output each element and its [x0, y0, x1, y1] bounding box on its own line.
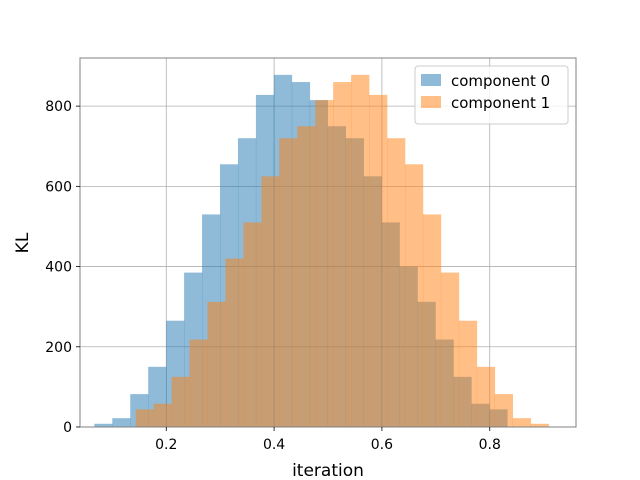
histogram-bar-series-1 [512, 418, 531, 427]
legend-label: component 1 [451, 94, 550, 112]
histogram-bar-series-1 [261, 176, 280, 427]
y-axis-ticks: 0 200 400 600 800 [45, 99, 80, 436]
histogram-bar-series-1 [207, 301, 226, 427]
legend: component 0 component 1 [414, 65, 569, 125]
legend-swatch [421, 96, 441, 108]
plot-frame [79, 57, 577, 428]
histogram-bar-series-1 [369, 94, 388, 428]
legend-swatch [421, 74, 441, 86]
histogram-bar-series-1 [458, 320, 478, 427]
histogram-bar-series-1 [530, 423, 549, 427]
x-tick-label: 0.2 [155, 437, 177, 453]
histogram-bar-series-1 [243, 222, 262, 427]
histogram-bar-series-1 [315, 100, 334, 427]
histogram-bar-series-1 [476, 366, 496, 427]
histogram-bar-series-1 [387, 138, 406, 427]
y-axis-label: KL [13, 232, 33, 253]
histogram-bar-series-1 [494, 394, 514, 427]
histogram-bar-series-1 [297, 126, 316, 427]
y-tick-label: 600 [45, 179, 72, 195]
histogram-bar-series-1 [153, 403, 172, 427]
y-tick-label: 800 [45, 99, 72, 115]
histogram-bar-series-0 [112, 418, 131, 427]
histogram-bar-series-1 [351, 74, 370, 428]
x-axis-label: iteration [292, 461, 364, 480]
x-tick-label: 0.4 [263, 437, 285, 453]
x-tick-label: 0.8 [479, 437, 501, 453]
histogram-bar-series-1 [404, 164, 424, 428]
legend-label: component 0 [451, 72, 550, 90]
histogram-bar-series-1 [225, 258, 244, 427]
x-axis-ticks: 0.2 0.4 0.6 0.8 [155, 427, 501, 453]
histogram-bar-series-1 [171, 376, 190, 427]
histogram-bar-series-1 [189, 339, 208, 427]
histogram-bar-series-1 [440, 272, 460, 427]
y-tick-label: 200 [45, 340, 72, 356]
histogram-bar-series-1 [333, 82, 352, 427]
y-tick-label: 400 [45, 260, 72, 276]
histogram-bar-series-0 [94, 423, 113, 427]
histogram-bar-series-1 [422, 214, 442, 427]
histogram-bar-series-1 [279, 138, 298, 427]
y-tick-label: 0 [63, 420, 72, 436]
x-tick-label: 0.6 [371, 437, 393, 453]
histogram-bars [94, 74, 549, 428]
legend-box [414, 65, 569, 125]
histogram-bar-series-1 [135, 409, 154, 427]
